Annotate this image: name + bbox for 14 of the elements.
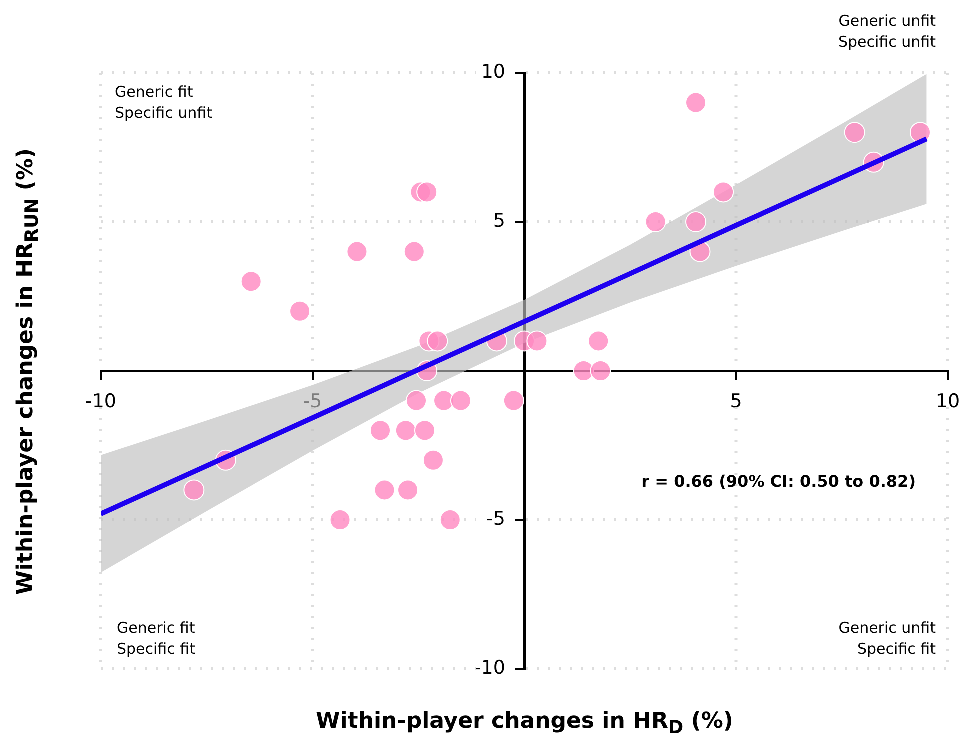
y-tick-label: 5	[493, 210, 524, 232]
y-tick-label: -5	[486, 508, 524, 530]
annotation: Generic unfit Specific fit	[838, 618, 936, 658]
text: Generic unfit Specific unfit	[838, 12, 936, 51]
annotation: Generic fit Specific fit	[117, 618, 196, 658]
x-axis-title: Within-player changes in HR$_{D}$ (%)	[316, 709, 734, 738]
x-tick-label: -5	[303, 390, 322, 412]
y-tick-label: -10	[474, 656, 524, 679]
annotation: r = 0.66 (90% CI: 0.50 to 0.82)	[642, 472, 916, 492]
x-tick-label: 10	[936, 390, 960, 412]
x-tick-label: -10	[85, 390, 117, 412]
y-tick-label: 10	[481, 60, 524, 83]
x-tick-label: 5	[730, 390, 742, 412]
annotation: Generic fit Specific unfit	[115, 82, 213, 122]
